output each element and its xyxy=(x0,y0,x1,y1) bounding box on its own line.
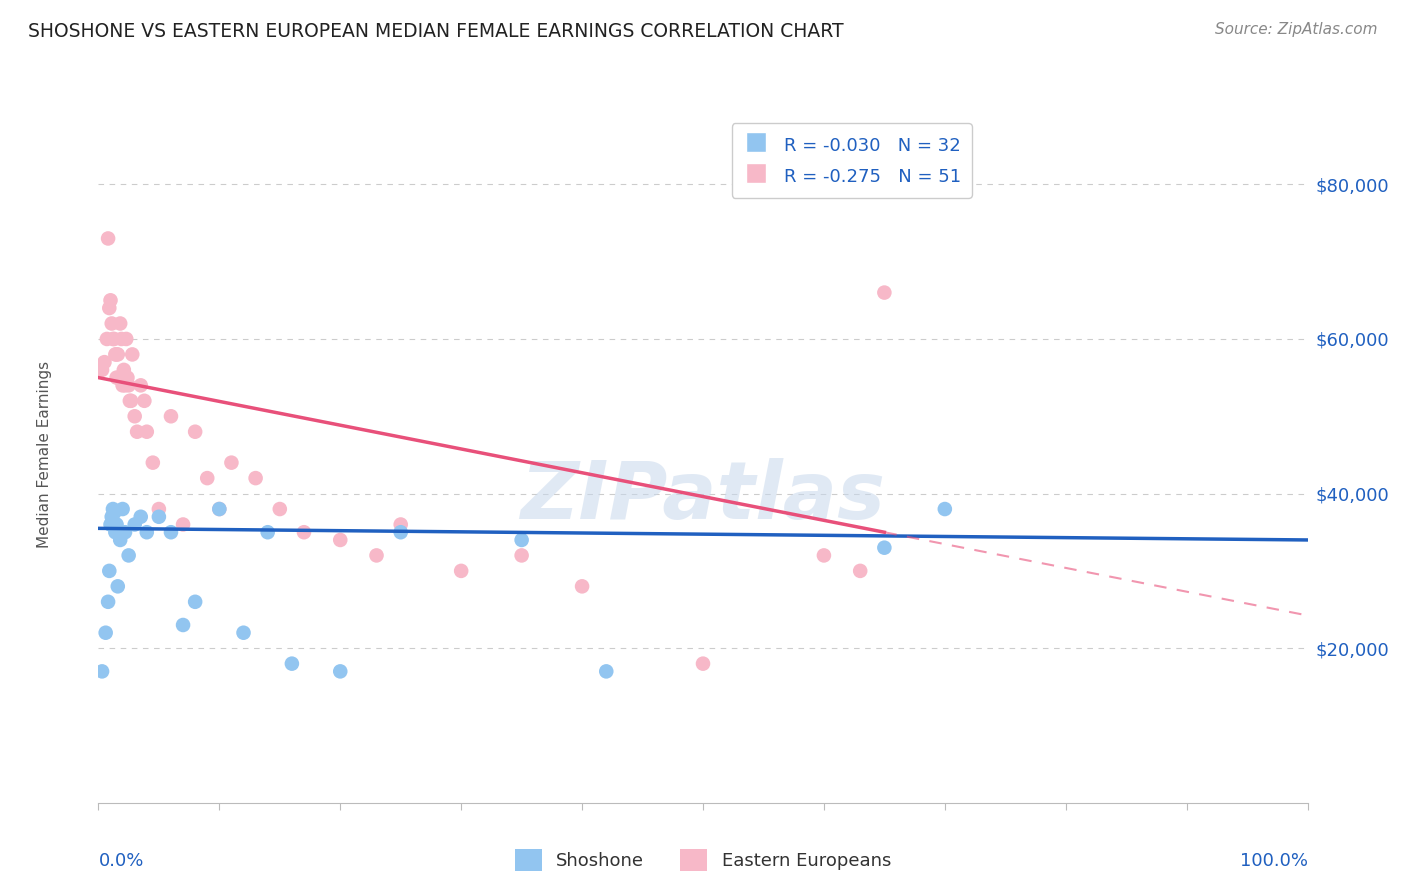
Point xyxy=(148,502,170,516)
Point xyxy=(103,506,125,520)
Point xyxy=(595,665,617,679)
Point xyxy=(208,502,231,516)
Point xyxy=(108,533,131,547)
Point xyxy=(135,425,157,439)
Point xyxy=(111,378,134,392)
Point xyxy=(849,564,872,578)
Point xyxy=(389,525,412,540)
Point xyxy=(232,625,254,640)
Point xyxy=(245,471,267,485)
Point xyxy=(160,525,183,540)
Legend: Shoshone, Eastern Europeans: Shoshone, Eastern Europeans xyxy=(508,842,898,879)
Text: 0.0%: 0.0% xyxy=(98,852,143,870)
Point xyxy=(91,363,114,377)
Point xyxy=(110,332,132,346)
Point xyxy=(111,502,134,516)
Point xyxy=(107,579,129,593)
Point xyxy=(112,363,135,377)
Point xyxy=(108,370,131,384)
Point xyxy=(129,378,152,392)
Point xyxy=(120,393,142,408)
Point xyxy=(127,425,149,439)
Point xyxy=(571,579,593,593)
Point xyxy=(108,317,131,331)
Point xyxy=(114,525,136,540)
Point xyxy=(91,665,114,679)
Point xyxy=(329,533,352,547)
Point xyxy=(450,564,472,578)
Point xyxy=(692,657,714,671)
Point xyxy=(124,409,146,424)
Point xyxy=(184,595,207,609)
Point xyxy=(98,564,121,578)
Point xyxy=(934,502,956,516)
Point xyxy=(105,370,128,384)
Point xyxy=(97,231,120,245)
Text: Source: ZipAtlas.com: Source: ZipAtlas.com xyxy=(1215,22,1378,37)
Point xyxy=(873,541,896,555)
Point xyxy=(118,549,141,563)
Point xyxy=(114,378,136,392)
Point xyxy=(221,456,243,470)
Point xyxy=(160,409,183,424)
Point xyxy=(97,595,120,609)
Point xyxy=(94,625,117,640)
Point xyxy=(510,533,533,547)
Point xyxy=(121,347,143,361)
Point xyxy=(117,370,139,384)
Point xyxy=(172,618,194,632)
Point xyxy=(172,517,194,532)
Legend: R = -0.030   N = 32, R = -0.275   N = 51: R = -0.030 N = 32, R = -0.275 N = 51 xyxy=(731,123,972,198)
Point xyxy=(366,549,388,563)
Point xyxy=(115,332,138,346)
Point xyxy=(103,332,125,346)
Point xyxy=(105,517,128,532)
Point xyxy=(269,502,291,516)
Point xyxy=(105,347,128,361)
Point xyxy=(100,293,122,308)
Point xyxy=(135,525,157,540)
Point xyxy=(134,393,156,408)
Point xyxy=(329,665,352,679)
Text: 100.0%: 100.0% xyxy=(1240,852,1308,870)
Point xyxy=(101,332,124,346)
Point xyxy=(195,471,218,485)
Point xyxy=(100,317,122,331)
Point xyxy=(104,525,127,540)
Point xyxy=(148,509,170,524)
Text: SHOSHONE VS EASTERN EUROPEAN MEDIAN FEMALE EARNINGS CORRELATION CHART: SHOSHONE VS EASTERN EUROPEAN MEDIAN FEMA… xyxy=(28,22,844,41)
Text: ZIPatlas: ZIPatlas xyxy=(520,458,886,536)
Point xyxy=(184,425,207,439)
Point xyxy=(292,525,315,540)
Point xyxy=(129,509,152,524)
Point xyxy=(100,517,122,532)
Point xyxy=(510,549,533,563)
Text: Median Female Earnings: Median Female Earnings xyxy=(37,361,52,549)
Point xyxy=(124,517,146,532)
Point xyxy=(142,456,165,470)
Point xyxy=(281,657,304,671)
Point xyxy=(107,347,129,361)
Point xyxy=(208,502,231,516)
Point xyxy=(93,355,115,369)
Point xyxy=(98,301,121,315)
Point xyxy=(256,525,278,540)
Point xyxy=(101,502,124,516)
Point xyxy=(96,332,118,346)
Point xyxy=(873,285,896,300)
Point xyxy=(100,509,122,524)
Point xyxy=(118,393,141,408)
Point xyxy=(813,549,835,563)
Point xyxy=(389,517,412,532)
Point xyxy=(118,378,141,392)
Point xyxy=(104,347,127,361)
